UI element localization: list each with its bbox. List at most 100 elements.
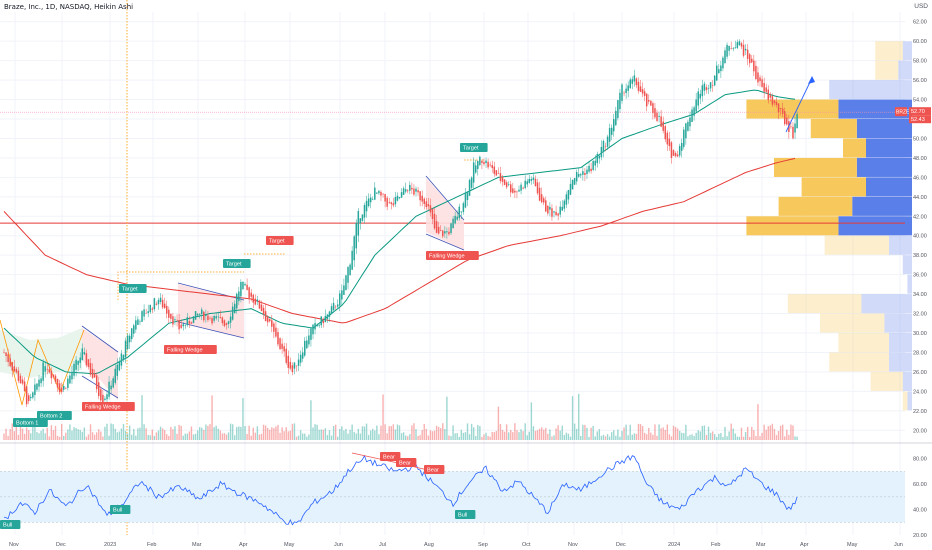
candle-body bbox=[534, 178, 537, 187]
volume-bar bbox=[468, 434, 471, 440]
volume-bar bbox=[419, 435, 421, 440]
candle-body bbox=[493, 166, 496, 174]
volume-bar bbox=[9, 429, 11, 440]
candle-body bbox=[314, 323, 316, 330]
candle-body bbox=[310, 328, 312, 340]
bottom-2-label-bg bbox=[37, 411, 72, 420]
falling-wedge-label-1-bg bbox=[82, 402, 135, 411]
candle-body bbox=[421, 195, 423, 202]
volume-bar bbox=[584, 424, 586, 440]
bottom-2-label: Bottom 2 bbox=[40, 414, 62, 420]
candle-body bbox=[137, 319, 139, 325]
bull-label-2: Bull bbox=[113, 508, 122, 514]
candle-body bbox=[334, 306, 337, 308]
volume-bar bbox=[380, 425, 382, 440]
volume-bar bbox=[345, 428, 347, 440]
target-label-4: Target bbox=[463, 146, 479, 152]
candle-body bbox=[446, 231, 448, 233]
volume-bar bbox=[561, 425, 563, 440]
candle-body bbox=[617, 100, 619, 119]
volume-bar bbox=[792, 425, 794, 440]
candle-body bbox=[448, 231, 450, 235]
candle-body bbox=[71, 371, 73, 380]
candle-body bbox=[178, 320, 180, 330]
volume-bar bbox=[510, 429, 512, 440]
volume-bar bbox=[641, 426, 644, 440]
volume-profile-down-bar bbox=[870, 371, 903, 391]
candle-body bbox=[114, 368, 116, 383]
candle-body bbox=[100, 389, 102, 401]
volume-bar bbox=[289, 430, 292, 440]
volume-bar bbox=[458, 436, 460, 440]
volume-bar bbox=[277, 424, 279, 440]
candle-body bbox=[483, 161, 485, 165]
candle-body bbox=[219, 316, 222, 318]
candle-body bbox=[306, 340, 308, 349]
volume-bar bbox=[699, 431, 701, 440]
candle-body bbox=[271, 320, 273, 327]
price-tick-label: 58.00 bbox=[913, 59, 927, 65]
candle-body bbox=[639, 86, 642, 92]
rsi-tick-label: 80.00 bbox=[913, 457, 927, 463]
candle-body bbox=[21, 379, 24, 384]
volume-bar bbox=[110, 423, 112, 440]
candle-body bbox=[141, 311, 143, 322]
candle-body bbox=[487, 161, 489, 168]
candle-body bbox=[641, 89, 644, 94]
volume-bar bbox=[691, 434, 693, 440]
candle-body bbox=[392, 203, 395, 206]
candle-body bbox=[538, 187, 541, 201]
candle-body bbox=[244, 284, 246, 286]
symbol-tag-bg bbox=[895, 107, 907, 117]
candle-body bbox=[58, 383, 61, 392]
time-axis-label: Aug bbox=[424, 542, 434, 548]
candle-body bbox=[442, 230, 444, 237]
candle-body bbox=[687, 121, 689, 131]
volume-bar bbox=[578, 393, 580, 440]
bottom-1-label: Bottom 1 bbox=[16, 421, 38, 427]
candle-body bbox=[157, 299, 160, 305]
volume-bar bbox=[608, 436, 611, 440]
volume-bar bbox=[709, 432, 712, 440]
candle-body bbox=[260, 304, 263, 312]
candle-body bbox=[450, 223, 452, 233]
volume-bar bbox=[580, 436, 582, 440]
candle-body bbox=[751, 58, 753, 63]
volume-bar bbox=[299, 430, 302, 440]
candle-body bbox=[466, 191, 469, 200]
volume-bar bbox=[91, 432, 94, 440]
candle-body bbox=[130, 328, 133, 340]
symbol-header: Braze, Inc., 1D, NASDAQ, Heikin Ashi bbox=[4, 3, 134, 11]
candle-body bbox=[316, 324, 318, 327]
volume-bar bbox=[627, 435, 629, 440]
volume-bar bbox=[32, 426, 34, 440]
time-axis-label: Nov bbox=[9, 542, 19, 548]
candle-body bbox=[573, 178, 576, 185]
falling-wedge-label-3-bg bbox=[426, 251, 479, 260]
volume-profile-up-bar bbox=[902, 41, 912, 61]
candle-body bbox=[707, 88, 710, 89]
falling-wedge-label-3: Falling Wedge bbox=[429, 254, 465, 260]
price-tick-label: 50.00 bbox=[913, 136, 927, 142]
candle-body bbox=[361, 214, 364, 221]
volume-bar bbox=[472, 427, 475, 440]
volume-bar bbox=[378, 434, 380, 440]
volume-bar bbox=[676, 428, 679, 440]
candle-body bbox=[499, 173, 502, 181]
target-dotted-line bbox=[117, 271, 244, 300]
candle-body bbox=[215, 316, 217, 319]
volume-bar bbox=[421, 430, 423, 440]
candle-body bbox=[411, 187, 413, 190]
candle-body bbox=[279, 338, 281, 350]
candle-body bbox=[27, 395, 30, 402]
volume-bar bbox=[166, 434, 168, 440]
volume-bar bbox=[777, 430, 780, 440]
candle-body bbox=[180, 324, 182, 328]
volume-bar bbox=[28, 430, 30, 440]
volume-bar bbox=[75, 428, 77, 440]
volume-bar bbox=[19, 424, 22, 440]
candle-body bbox=[592, 161, 594, 170]
candle-body bbox=[376, 192, 378, 194]
candle-body bbox=[553, 211, 555, 213]
